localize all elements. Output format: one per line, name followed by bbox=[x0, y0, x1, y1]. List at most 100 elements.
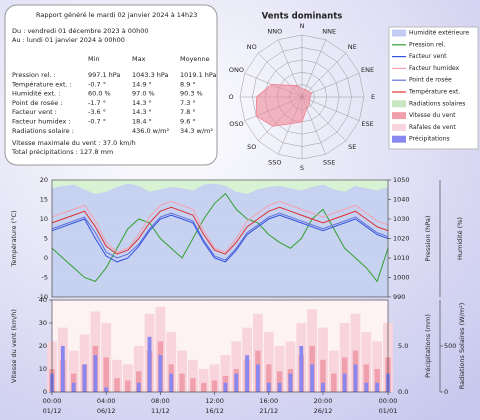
direction-label: SSO bbox=[268, 159, 281, 167]
legend-label: Facteur humidex bbox=[409, 65, 460, 72]
bar bbox=[223, 382, 228, 392]
bar bbox=[103, 357, 109, 392]
stat-value: 7.3 ° bbox=[180, 99, 196, 107]
bar bbox=[310, 364, 315, 392]
series-line bbox=[51, 212, 389, 261]
humidity-area bbox=[52, 183, 388, 297]
y3-axis-label: Radiations Solaires (W/m²) bbox=[458, 303, 466, 389]
radar-spoke bbox=[301, 96, 360, 121]
direction-label: NNO bbox=[267, 27, 282, 35]
bar bbox=[363, 364, 370, 392]
column-header: Moyenne bbox=[180, 55, 210, 63]
legend-label: Rafales de vent bbox=[409, 124, 456, 131]
report-to: Au : lundi 01 janvier 2024 à 00h00 bbox=[12, 36, 125, 44]
bar bbox=[93, 355, 98, 392]
y2-axis-label: Précipitations (mm) bbox=[424, 314, 432, 378]
wind-rose bbox=[255, 83, 313, 127]
radar-spoke bbox=[301, 39, 326, 98]
direction-label: SSE bbox=[323, 159, 335, 167]
x-tick-label: 16/12 bbox=[205, 407, 224, 415]
y2-tick-label: 1050 bbox=[393, 176, 410, 184]
stat-value: 8.9 ° bbox=[180, 80, 196, 88]
stat-value: 14.3 ° bbox=[132, 108, 152, 116]
stat-value: 436.0 w/m² bbox=[132, 127, 170, 135]
y3-axis-label: Humidité (%) bbox=[456, 217, 464, 260]
y-tick-label: 10 bbox=[40, 215, 48, 223]
series-line bbox=[51, 214, 389, 263]
direction-label: SO bbox=[247, 143, 256, 151]
bar bbox=[277, 382, 282, 392]
y2-tick-label: 990 bbox=[393, 293, 405, 301]
x-tick-label: 01/01 bbox=[379, 407, 398, 415]
bar bbox=[274, 346, 285, 392]
bar bbox=[320, 359, 326, 392]
bar bbox=[276, 371, 283, 392]
direction-label: SE bbox=[348, 143, 356, 151]
legend-label: Pression rel. bbox=[409, 41, 446, 48]
column-header: Max bbox=[132, 55, 146, 63]
bar bbox=[60, 346, 65, 392]
direction-label: ESE bbox=[361, 120, 373, 128]
bar bbox=[288, 373, 293, 392]
bar bbox=[211, 380, 218, 392]
legend-label: Facteur vent bbox=[409, 53, 447, 60]
direction-label: ENE bbox=[361, 66, 374, 74]
legend-swatch bbox=[392, 112, 406, 120]
direction-label: OSO bbox=[229, 120, 243, 128]
bar bbox=[112, 359, 122, 392]
stat-value: 34.3 w/m² bbox=[180, 127, 213, 135]
bar bbox=[245, 355, 249, 392]
rain-total: Total précipitations : 127.8 mm bbox=[11, 148, 113, 156]
stat-label: Température ext. : bbox=[11, 80, 72, 88]
stat-label: Facteur humidex : bbox=[12, 118, 71, 126]
y2-axis-label: Pression (hPa) bbox=[424, 216, 432, 262]
bar bbox=[147, 336, 152, 392]
stat-label: Point de rosée : bbox=[12, 99, 63, 107]
series-line bbox=[51, 206, 389, 255]
bar bbox=[114, 378, 120, 392]
bar bbox=[71, 382, 76, 392]
y2-tick-label: 1040 bbox=[393, 196, 410, 204]
legend-swatch bbox=[392, 123, 406, 131]
series-line bbox=[51, 200, 389, 253]
stat-value: -0.7 ° bbox=[88, 80, 106, 88]
bar bbox=[361, 332, 372, 392]
y-tick-label: 10 bbox=[39, 365, 47, 373]
bar bbox=[136, 382, 141, 392]
stat-label: Facteur vent : bbox=[12, 108, 57, 116]
legend-label: Radiations solaires bbox=[409, 100, 465, 107]
bar bbox=[328, 350, 339, 392]
bar bbox=[234, 373, 239, 392]
y2-tick-label: 0.0 bbox=[398, 388, 408, 396]
bar bbox=[158, 355, 163, 392]
y-tick-label: 0 bbox=[44, 254, 48, 262]
stat-value: 997.1 hPa bbox=[88, 71, 120, 79]
stat-value: -1.7 ° bbox=[88, 99, 106, 107]
stat-value: 14.3 ° bbox=[132, 99, 152, 107]
report-box bbox=[4, 4, 218, 166]
direction-label: O bbox=[228, 93, 233, 101]
bar bbox=[169, 373, 174, 392]
bar bbox=[209, 364, 220, 392]
x-time-label: 00:00 bbox=[379, 397, 398, 405]
bar bbox=[82, 364, 87, 392]
y-axis-label: Vitesse du vent (km/h) bbox=[10, 309, 18, 383]
bar bbox=[353, 364, 358, 392]
bar bbox=[299, 346, 304, 392]
bar bbox=[133, 346, 144, 392]
legend-swatch bbox=[392, 135, 406, 143]
y2-tick-label: 1000 bbox=[393, 274, 410, 282]
y2-tick-label: 1020 bbox=[393, 235, 410, 243]
bar bbox=[188, 359, 198, 392]
y-tick-label: 0 bbox=[43, 388, 47, 396]
x-tick-label: 26/12 bbox=[314, 407, 333, 415]
y-tick-label: 30 bbox=[39, 319, 47, 327]
bar bbox=[372, 341, 383, 392]
bar bbox=[179, 373, 185, 392]
legend-label: Précipitations bbox=[409, 136, 450, 143]
x-time-label: 20:00 bbox=[314, 397, 333, 405]
y3-tick-label: 500 bbox=[444, 342, 456, 350]
legend-label: Vitesse du vent bbox=[409, 112, 456, 119]
bar bbox=[331, 373, 337, 392]
x-tick-label: 21/12 bbox=[259, 407, 278, 415]
